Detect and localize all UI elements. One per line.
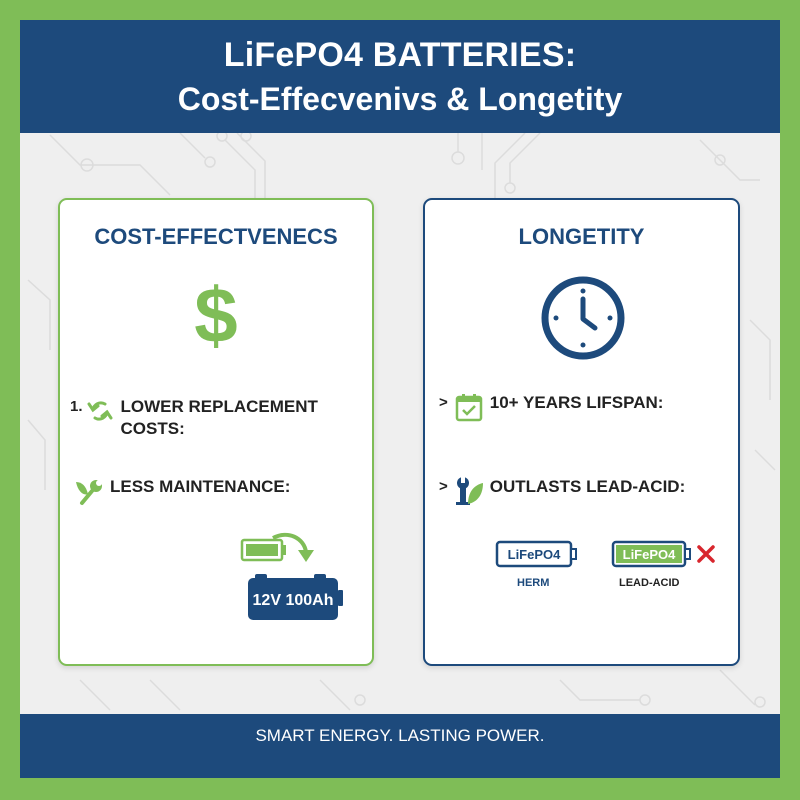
list-item-text: OUTLASTS LEAD-ACID: [489,477,686,496]
page-subtitle: Cost-Effecvenivs & Longetity [177,81,623,117]
calendar-check-icon [455,394,483,422]
circuit-background-pattern [27,130,776,711]
battery-caption: HERM [517,577,550,589]
svg-text:$: $ [194,276,237,356]
page-title: LiFePO4 BATTERIES: [223,36,577,74]
list-item-text: 10+ YEARS LIFSPAN: [489,393,664,412]
clock-icon [541,276,625,360]
footer-banner: SMART ENERGY. LASTING POWER. [20,714,780,778]
svg-text:LiFePO4: LiFePO4 [508,547,562,562]
recycle-arrows-icon [87,401,113,421]
list-item-lifespan: > 10+ YEARS LIFSPAN: [439,392,663,422]
list-number: 1. [70,398,83,415]
list-item-text: LESS MAINTENANCE: [110,477,291,496]
card-title: LONGETITY [518,224,645,249]
svg-text:LiFePO4: LiFePO4 [623,547,677,562]
card-title: COST-EFFECTVENECS [94,224,338,249]
curved-arrow-icon [272,532,308,553]
dollar-sign-icon: $ [194,276,237,356]
wrench-leaf-icon [455,477,483,505]
list-item-less-maintenance: LESS MAINTENANCE: [74,476,290,506]
battery-filled-lifepo4: LiFePO4 [611,540,691,568]
charged-battery-icon [240,538,286,562]
leaf-wrench-icon [76,480,102,505]
battery-caption: LEAD-ACID [619,577,680,589]
battery-outline-lifepo4: LiFePO4 [495,540,577,568]
header-banner: LiFePO4 BATTERIES: Cost-Effecvenivs & Lo… [20,20,780,133]
list-item-outlasts: > OUTLASTS LEAD-ACID: [439,476,685,506]
battery-graphic: 12V 100Ah [240,532,343,620]
longevity-card: LONGETITY > 10+ YEARS LIFSPAN: > [423,198,740,666]
list-item-lower-replacement: 1. LOWER REPLACEMENT COSTS: [70,396,318,440]
svg-text:12V 100Ah: 12V 100Ah [253,592,334,609]
infographic-frame: LiFePO4 BATTERIES: Cost-Effecvenivs & Lo… [20,20,780,778]
list-item-text: LOWER REPLACEMENT COSTS: [120,397,318,438]
chevron-right-icon: > [439,394,448,411]
footer-tagline: SMART ENERGY. LASTING POWER. [255,726,545,745]
cost-effectiveness-card: COST-EFFECTVENECS $ 1. LOWER REPLACEMENT… [58,198,374,666]
x-mark-icon [697,545,715,563]
chevron-right-icon: > [439,478,448,495]
